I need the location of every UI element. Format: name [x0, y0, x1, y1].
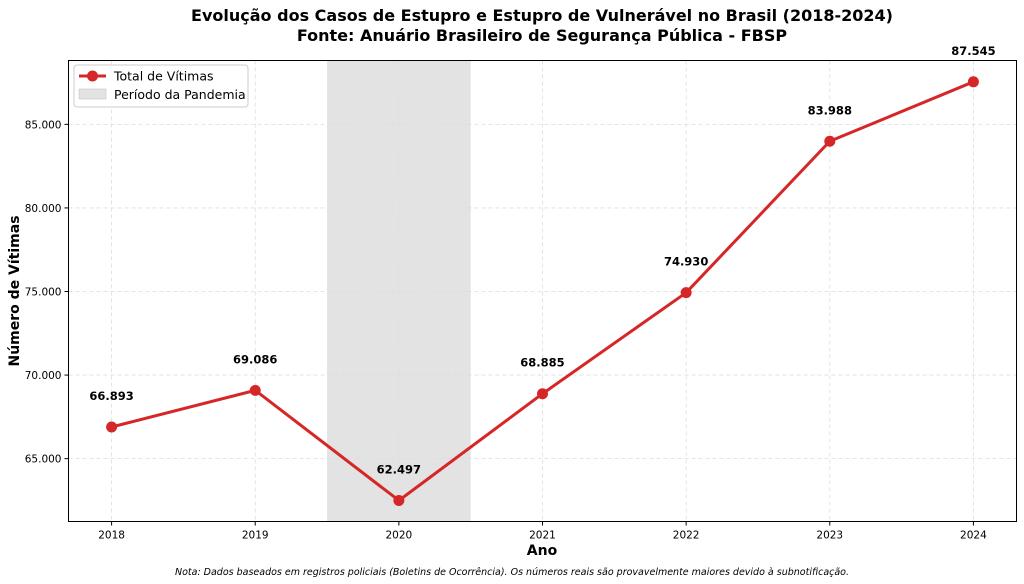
data-point — [967, 76, 979, 88]
data-label: 62.497 — [377, 462, 421, 476]
x-tick-label: 2020 — [385, 530, 412, 542]
x-tick-label: 2021 — [529, 530, 556, 542]
legend-label-shade: Período da Pandemia — [114, 87, 246, 102]
legend-marker-icon — [87, 70, 98, 82]
legend-label-series: Total de Vítimas — [113, 69, 214, 84]
y-tick-label: 65.000 — [25, 454, 62, 466]
data-label: 87.545 — [951, 44, 995, 58]
y-tick-label: 80.000 — [25, 203, 62, 215]
legend: Total de Vítimas Período da Pandemia — [73, 64, 249, 108]
x-tick-label: 2019 — [242, 530, 269, 542]
y-tick-label: 85.000 — [25, 119, 62, 131]
x-tick-label: 2022 — [673, 530, 700, 542]
data-label: 66.893 — [89, 389, 133, 403]
data-label: 74.930 — [664, 255, 708, 269]
data-point — [537, 388, 548, 400]
data-point — [824, 135, 836, 147]
data-point — [249, 384, 261, 396]
data-label: 83.988 — [808, 103, 852, 117]
x-tick-label: 2024 — [960, 530, 987, 542]
legend-shade-swatch — [78, 88, 107, 100]
data-point — [106, 421, 118, 433]
data-point — [680, 287, 692, 299]
x-tick-label: 2023 — [816, 530, 843, 542]
pandemic-shaded-region — [327, 60, 471, 522]
data-label: 68.885 — [520, 356, 564, 370]
x-tick-label: 2018 — [98, 530, 125, 542]
y-tick-label: 75.000 — [25, 287, 62, 299]
data-label: 69.086 — [233, 352, 277, 366]
plot-frame — [68, 60, 1017, 522]
y-axis-label: Número de Vítimas — [7, 215, 23, 366]
chart-title: Evolução dos Casos de Estupro e Estupro … — [191, 6, 893, 25]
x-axis-label: Ano — [527, 543, 558, 559]
chart-subtitle: Fonte: Anuário Brasileiro de Segurança P… — [297, 26, 787, 45]
footnote: Nota: Dados baseados em registros polici… — [175, 567, 849, 578]
y-tick-label: 70.000 — [25, 370, 62, 382]
data-point — [393, 494, 405, 506]
